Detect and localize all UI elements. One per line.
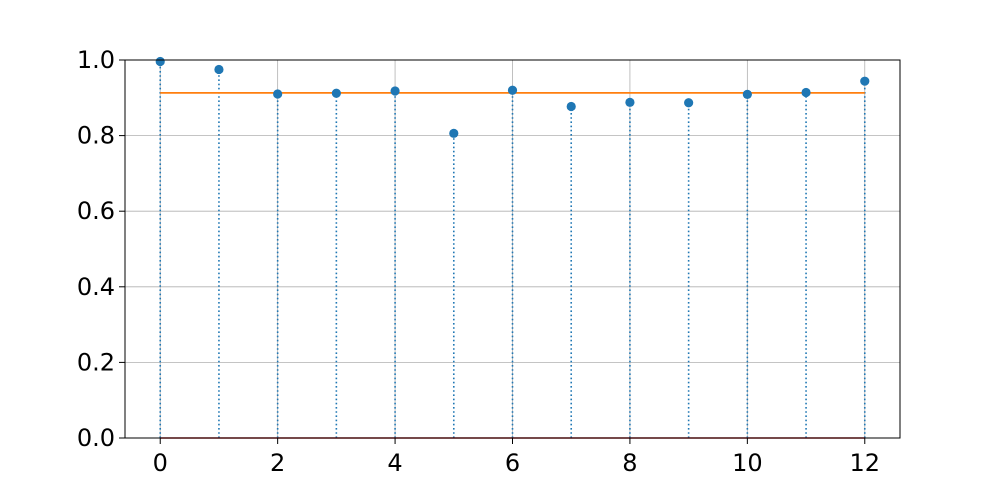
x-tick-label-5: 10 (732, 449, 763, 477)
x-tick-label-2: 4 (387, 449, 402, 477)
data-point-2 (273, 89, 282, 98)
x-tick-label-0: 0 (153, 449, 168, 477)
x-tick-label-1: 2 (270, 449, 285, 477)
data-point-3 (332, 89, 341, 98)
data-point-12 (860, 77, 869, 86)
y-tick-label-2: 0.4 (77, 273, 115, 301)
data-point-10 (743, 90, 752, 99)
tick-layer: 0.0 0.2 0.4 0.6 0.8 1.0 0 2 4 6 8 10 12 (77, 46, 880, 477)
y-tick-label-5: 1.0 (77, 46, 115, 74)
y-tick-label-4: 0.8 (77, 122, 115, 150)
x-tick-label-3: 6 (505, 449, 520, 477)
data-point-4 (390, 86, 399, 95)
data-point-1 (214, 65, 223, 74)
data-point-6 (508, 86, 517, 95)
data-point-9 (684, 98, 693, 107)
data-point-5 (449, 129, 458, 138)
x-tick-label-6: 12 (849, 449, 880, 477)
data-point-8 (625, 98, 634, 107)
y-tick-label-0: 0.0 (77, 424, 115, 452)
data-point-0 (156, 57, 165, 66)
data-point-7 (567, 102, 576, 111)
y-tick-label-3: 0.6 (77, 197, 115, 225)
data-point-11 (801, 88, 810, 97)
x-tick-label-4: 8 (622, 449, 637, 477)
y-tick-label-1: 0.2 (77, 348, 115, 376)
